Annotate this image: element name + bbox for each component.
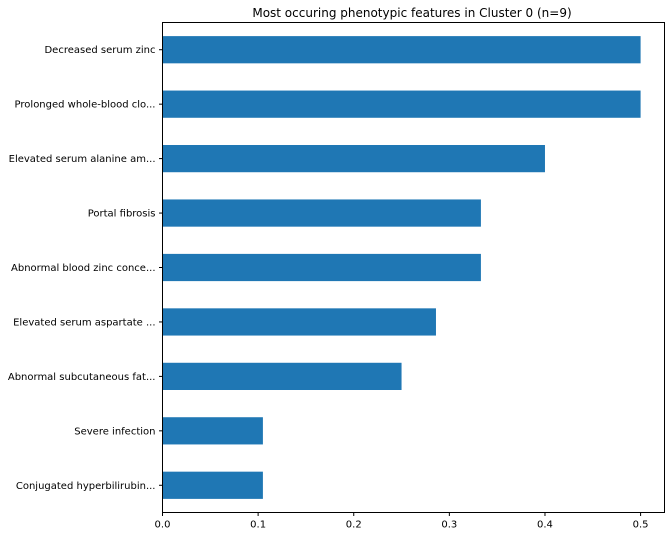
bar-4 [162,253,481,282]
x-tick-label-1: 0.1 [250,520,266,531]
bar-0 [162,36,641,64]
bar-3 [162,199,481,227]
y-tick-label-7: Severe infection [74,426,155,437]
y-tick-label-1: Prolonged whole-blood clo... [15,100,156,111]
x-tick-label-5: 0.5 [633,520,649,531]
x-tick-label-0: 0.0 [155,520,171,531]
y-tick-label-6: Abnormal subcutaneous fat... [8,372,156,383]
bar-8 [162,471,263,499]
x-tick-label-2: 0.2 [346,520,362,531]
bar-7 [162,417,263,445]
bar-5 [162,308,436,336]
y-tick-label-8: Conjugated hyperbilirubin... [16,481,156,492]
x-tick-label-3: 0.3 [441,520,457,531]
x-tick-label-4: 0.4 [537,520,553,531]
y-tick-labels: Decreased serum zinc Prolonged whole-bloo… [8,45,163,492]
y-tick-label-0: Decreased serum zinc [44,45,155,56]
y-tick-label-4: Abnormal blood zinc conce... [11,263,155,274]
bar-1 [162,90,641,118]
x-ticks-group: 0.0 0.1 0.2 0.3 0.4 0.5 [155,512,649,531]
y-tick-label-3: Portal fibrosis [88,209,156,220]
y-tick-label-5: Elevated serum aspartate ... [13,317,155,328]
chart-title: Most occuring phenotypic features in Clu… [252,6,571,20]
bars-group [162,36,641,499]
bar-2 [162,145,545,173]
plot-frame [162,22,665,513]
bar-6 [162,362,402,390]
y-tick-label-2: Elevated serum alanine am... [9,154,156,165]
